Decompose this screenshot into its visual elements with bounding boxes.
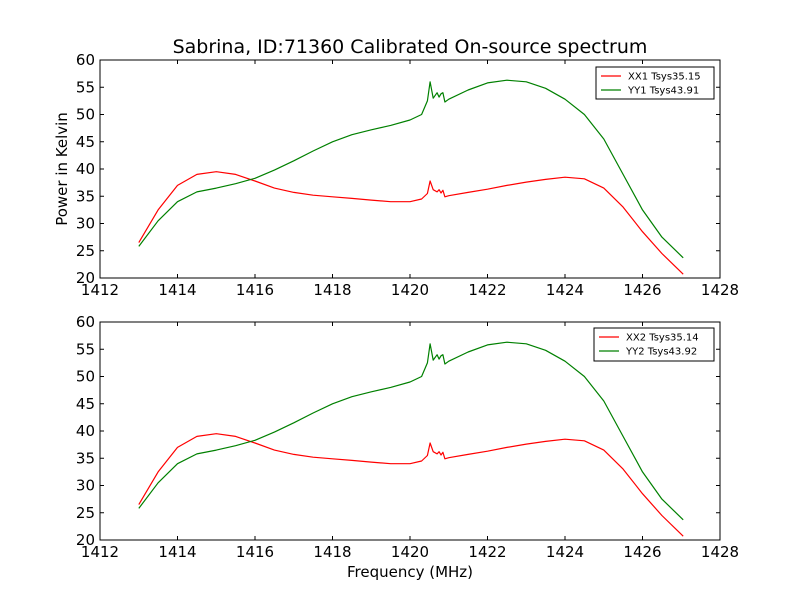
bottom-y-tick-label: 35: [76, 449, 95, 467]
bottom-x-tick-label: 1428: [701, 543, 739, 561]
bottom-x-tick-label: 1424: [546, 543, 584, 561]
top-x-tick-label: 1422: [468, 281, 506, 299]
top-x-tick-label: 1414: [158, 281, 196, 299]
bottom-y-tick-label: 55: [76, 340, 95, 358]
bottom-y-tick-label: 40: [76, 422, 95, 440]
bottom-y-tick-label: 60: [76, 313, 95, 331]
bottom-legend-label: XX2 Tsys35.14: [626, 333, 699, 344]
bottom-y-tick-label: 30: [76, 477, 95, 495]
bottom-x-tick-label: 1418: [313, 543, 351, 561]
bottom-x-tick-label: 1420: [391, 543, 429, 561]
bottom-y-tick-label: 25: [76, 504, 95, 522]
top-y-tick-label: 35: [76, 187, 95, 205]
bottom-x-tick-label: 1422: [468, 543, 506, 561]
top-y-tick-label: 45: [76, 133, 95, 151]
top-y-tick-label: 30: [76, 215, 95, 233]
top-legend: XX1 Tsys35.15 YY1 Tsys43.91: [595, 66, 715, 100]
x-axis-label: Frequency (MHz): [347, 563, 473, 581]
bottom-legend-box: [593, 327, 715, 362]
top-y-tick-label: 50: [76, 106, 95, 124]
top-y-tick-label: 60: [76, 51, 95, 69]
bottom-y-tick-label: 20: [76, 531, 95, 549]
top-x-tick-label: 1420: [391, 281, 429, 299]
top-x-tick-label: 1426: [623, 281, 661, 299]
figure-title: Sabrina, ID:71360 Calibrated On-source s…: [173, 36, 648, 58]
top-x-tick-label: 1428: [701, 281, 739, 299]
y-axis-label: Power in Kelvin: [53, 112, 71, 226]
bottom-x-tick-label: 1426: [623, 543, 661, 561]
top-y-tick-label: 40: [76, 160, 95, 178]
top-x-tick-label: 1418: [313, 281, 351, 299]
bottom-y-tick-label: 45: [76, 395, 95, 413]
bottom-legend: XX2 Tsys35.14 YY2 Tsys43.92: [593, 327, 715, 362]
top-legend-label: YY1 Tsys43.91: [627, 86, 699, 97]
top-panel: 1412 1414 1416 1418 1420 1422 1424 1426 1428 20 25…: [76, 51, 739, 299]
top-legend-label: XX1 Tsys35.15: [628, 72, 701, 83]
top-series-line-yy: [138, 79, 684, 259]
top-y-tick-label: 55: [76, 78, 95, 96]
top-x-tick-label: 1416: [236, 281, 274, 299]
bottom-x-tick-label: 1416: [236, 543, 274, 561]
top-x-tick-label: 1412: [81, 281, 119, 299]
bottom-series-line-yy: [138, 341, 684, 521]
bottom-series-line-xx: [138, 433, 684, 537]
bottom-legend-label: YY2 Tsys43.92: [625, 347, 697, 358]
top-legend-box: [595, 66, 715, 100]
top-series-line-xx: [138, 171, 684, 275]
bottom-panel: 1412 1414 1416 1418 1420 1422 1424 1426 1428 20 25…: [76, 313, 739, 561]
bottom-y-tick-label: 50: [76, 368, 95, 386]
top-x-tick-label: 1424: [546, 281, 584, 299]
top-y-tick-label: 20: [76, 269, 95, 287]
bottom-x-tick-label: 1412: [81, 543, 119, 561]
bottom-x-tick-label: 1414: [158, 543, 196, 561]
top-y-tick-label: 25: [76, 242, 95, 260]
